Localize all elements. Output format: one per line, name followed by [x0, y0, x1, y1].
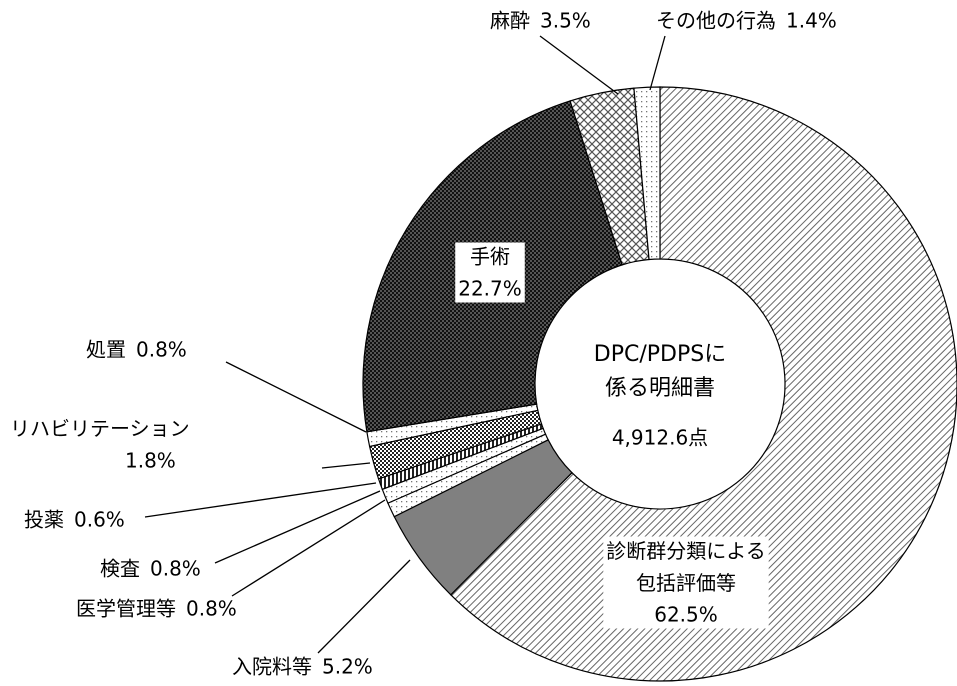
center-text: 係る明細書: [605, 376, 715, 401]
leader-line: [321, 462, 371, 469]
value-label: 22.7%: [458, 277, 522, 301]
value-label: 0.6%: [74, 508, 125, 532]
slice-label: 手術 22.7%: [455, 242, 525, 303]
slice: [449, 86, 957, 682]
leader-line: [317, 559, 411, 654]
label-background: [603, 536, 769, 629]
category-label: リハビリテーション: [10, 417, 190, 441]
slices: [362, 86, 957, 682]
leader-line: [649, 35, 666, 91]
value-label: 1.4%: [786, 9, 837, 33]
labels: 診断群分類による包括評価等 62.5% 入院料等 5.2% 医学管理等 0.8% 検査 0.8…: [10, 9, 837, 679]
category-label: 投薬: [24, 508, 64, 532]
slice-label: 投薬 0.6%: [24, 508, 125, 532]
category-label: その他の行為: [656, 9, 776, 33]
value-label: 0.8%: [186, 597, 237, 621]
slice-label: 検査 0.8%: [100, 557, 201, 581]
value-label: 1.8%: [125, 449, 176, 473]
category-label: 検査: [100, 557, 140, 581]
category-label: 入院料等: [232, 655, 312, 679]
category-label: 処置: [86, 338, 126, 362]
leader-line: [144, 482, 377, 518]
leader-line: [231, 499, 386, 597]
slice-label: 入院料等 5.2%: [232, 655, 373, 679]
category-label: 手術: [470, 245, 510, 269]
slice-label: 診断群分類による包括評価等 62.5%: [603, 536, 769, 629]
slice-label: その他の行為 1.4%: [656, 9, 837, 33]
leader-line: [539, 35, 619, 95]
category-label: 麻酔: [490, 9, 530, 33]
slice-label: リハビリテーション 1.8%: [10, 417, 190, 473]
value-label: 0.8%: [136, 338, 187, 362]
leader-line: [225, 361, 367, 433]
slice-label: 麻酔 3.5%: [490, 9, 591, 33]
category-label: 医学管理等: [76, 597, 176, 621]
label-background: [455, 242, 525, 303]
value-label: 62.5%: [654, 603, 718, 627]
value-label: 3.5%: [540, 9, 591, 33]
value-label: 0.8%: [150, 557, 201, 581]
slice-label: 医学管理等 0.8%: [76, 597, 237, 621]
slice-label: 処置 0.8%: [86, 338, 187, 362]
category-label: 診断群分類による包括評価等: [606, 539, 765, 595]
leader-line: [214, 490, 381, 564]
slice: [633, 86, 661, 261]
value-label: 5.2%: [322, 655, 373, 679]
center-text: DPC/PDPSに: [594, 342, 726, 367]
total-label: 4,912.6点: [612, 426, 708, 450]
